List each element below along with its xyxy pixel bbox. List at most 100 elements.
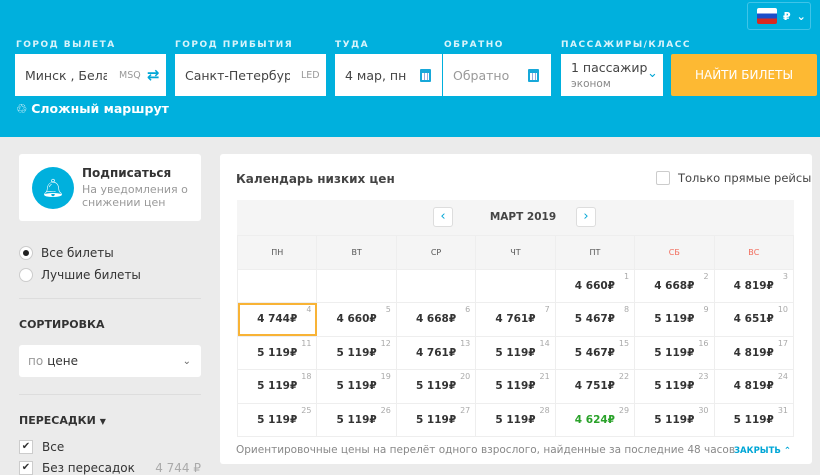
- checkbox-direct[interactable]: ✔ Без пересадок 4 744 ₽: [19, 461, 201, 475]
- search-button[interactable]: НАЙТИ БИЛЕТЫ: [671, 54, 817, 96]
- day-price: 5 119₽: [257, 413, 298, 426]
- day-number: 9: [703, 305, 709, 314]
- calendar-day[interactable]: 4 761₽ 13: [395, 335, 477, 370]
- to-city-value: Санкт-Петербург, Россия: [185, 67, 290, 83]
- day-price: 4 819₽: [733, 346, 774, 359]
- day-number: 31: [777, 405, 788, 415]
- calendar-day[interactable]: 5 119₽ 28: [475, 402, 556, 437]
- calendar-note: Ориентировочные цены на перелёт одного в…: [236, 444, 736, 456]
- transfers-toggle[interactable]: ПЕРЕСАДКИ ▼: [19, 414, 106, 427]
- calendar-day[interactable]: 5 467₽ 8: [554, 302, 636, 337]
- calendar-day[interactable]: 5 119₽ 20: [395, 369, 477, 404]
- day-price: 4 651₽: [733, 313, 774, 326]
- calendar-day[interactable]: 4 651₽ 10: [713, 302, 795, 337]
- search-header: ₽ ⌄ ГОРОД ВЫЛЕТА ГОРОД ПРИБЫТИЯ ТУДА ОБРА…: [0, 0, 820, 137]
- radio-label: Все билеты: [41, 246, 114, 260]
- calendar-day[interactable]: 5 119₽ 23: [634, 369, 715, 404]
- direct-only-checkbox[interactable]: Только прямые рейсы: [656, 171, 811, 185]
- calendar-day[interactable]: 5 119₽ 27: [395, 402, 477, 437]
- from-city-input[interactable]: Минск , Беларусь MSQ ⇄: [15, 54, 166, 96]
- day-price: 4 744₽: [257, 313, 298, 326]
- checkbox[interactable]: [656, 171, 670, 185]
- direct-only-label: Только прямые рейсы: [678, 171, 812, 185]
- calendar-empty-cell: [475, 268, 556, 303]
- from-label: ГОРОД ВЫЛЕТА: [16, 40, 116, 50]
- calendar-day[interactable]: 4 668₽ 6: [395, 302, 477, 337]
- calendar-day[interactable]: 5 119₽ 18: [236, 369, 318, 404]
- calendar-day[interactable]: 4 819₽ 3: [713, 268, 795, 303]
- calendar-day[interactable]: 5 119₽ 16: [634, 335, 715, 370]
- swap-icon[interactable]: ⇄: [147, 66, 160, 84]
- divider: [19, 298, 201, 299]
- day-number: 20: [460, 372, 471, 381]
- calendar-day[interactable]: 4 819₽ 17: [713, 335, 795, 370]
- day-price: 5 119₽: [733, 413, 774, 426]
- prev-month-button[interactable]: ‹: [433, 207, 453, 227]
- calendar-day[interactable]: 5 119₽ 19: [316, 369, 397, 404]
- day-price: 4 819₽: [733, 380, 774, 393]
- calendar-day[interactable]: 5 119₽ 21: [475, 369, 556, 404]
- calendar-day[interactable]: 5 119₽ 12: [316, 335, 397, 370]
- calendar-day[interactable]: 4 751₽ 22: [554, 369, 636, 404]
- pax-label: ПАССАЖИРЫ/КЛАСС: [561, 40, 691, 50]
- calendar-day[interactable]: 5 119₽ 26: [316, 402, 397, 437]
- subscribe-card[interactable]: 🔔︎ Подписаться На уведомления о снижении…: [19, 154, 201, 221]
- day-price: 5 119₽: [415, 413, 457, 426]
- close-calendar-link[interactable]: ЗАКРЫТЬ ⌃: [734, 446, 791, 456]
- day-number: 7: [544, 305, 550, 314]
- passenger-count: 1 пассажир: [571, 60, 648, 75]
- day-number: 28: [539, 405, 550, 415]
- radio-button[interactable]: [19, 268, 33, 282]
- calendar-day[interactable]: 4 761₽ 7: [475, 302, 556, 337]
- depart-date-input[interactable]: 4 мар, пн: [335, 54, 442, 96]
- day-price: 5 119₽: [654, 413, 695, 426]
- calendar-day[interactable]: 4 744₽ 4: [236, 302, 318, 337]
- currency-selector[interactable]: ₽ ⌄: [747, 2, 811, 30]
- calendar-day[interactable]: 5 119₽ 25: [236, 402, 318, 437]
- weekday-header: ЧТ: [475, 235, 556, 270]
- calendar-day[interactable]: 5 119₽ 9: [634, 302, 715, 337]
- calendar-week: 5 119₽ 11 5 119₽ 12 4 761₽ 13 5 119₽ 14 5 467₽ 15…: [236, 335, 795, 370]
- sort-select[interactable]: по цене ⌄: [19, 345, 201, 377]
- from-code: MSQ: [119, 69, 141, 81]
- day-price: 4 668₽: [654, 279, 695, 292]
- checkbox-label: Все: [42, 440, 65, 454]
- day-price: 5 119₽: [257, 346, 298, 359]
- sort-prefix: по: [28, 354, 44, 368]
- day-number: 17: [777, 338, 788, 348]
- calendar-week: 5 119₽ 18 5 119₽ 19 5 119₽ 20 5 119₽ 21 4 751₽ 22…: [236, 369, 795, 404]
- weekday-header: ВТ: [316, 235, 397, 270]
- checkbox[interactable]: ✔: [19, 440, 33, 454]
- complex-route-link[interactable]: ♲ Сложный маршрут: [16, 101, 169, 116]
- calendar-day[interactable]: 4 668₽ 2: [634, 268, 715, 303]
- to-code: LED: [301, 69, 320, 81]
- passengers-select[interactable]: 1 пассажир эконом ⌄: [561, 54, 663, 96]
- day-number: 16: [698, 338, 709, 348]
- checkbox[interactable]: ✔: [19, 461, 33, 475]
- to-city-input[interactable]: Санкт-Петербург, Россия LED: [175, 54, 326, 96]
- checkbox-all[interactable]: ✔ Все: [19, 440, 64, 454]
- radio-button[interactable]: [19, 246, 33, 260]
- russia-flag-icon: [757, 8, 777, 24]
- next-month-button[interactable]: ›: [576, 207, 596, 227]
- radio-all-tickets[interactable]: Все билеты: [19, 246, 114, 260]
- calendar-day[interactable]: 4 624₽ 29: [554, 402, 636, 437]
- calendar-icon[interactable]: [420, 68, 431, 82]
- return-date-input[interactable]: Обратно: [443, 54, 551, 96]
- calendar-day[interactable]: 5 119₽ 31: [713, 402, 795, 437]
- calendar-day[interactable]: 5 467₽ 15: [554, 335, 636, 370]
- to-label: ГОРОД ПРИБЫТИЯ: [175, 40, 294, 50]
- calendar-week: 4 660₽ 1 4 668₽ 2 4 819₽ 3: [236, 268, 795, 303]
- transfers-title: ПЕРЕСАДКИ: [19, 414, 96, 427]
- weekday-header: ПТ: [554, 235, 636, 270]
- day-number: 15: [618, 338, 630, 348]
- radio-best-tickets[interactable]: Лучшие билеты: [19, 268, 141, 282]
- calendar-day[interactable]: 4 660₽ 5: [316, 302, 397, 337]
- calendar-day[interactable]: 4 819₽ 24: [713, 369, 795, 404]
- calendar-icon[interactable]: [528, 68, 539, 82]
- sort-title: СОРТИРОВКА: [19, 318, 105, 331]
- calendar-day[interactable]: 4 660₽ 1: [554, 268, 636, 303]
- calendar-day[interactable]: 5 119₽ 11: [236, 335, 318, 370]
- calendar-day[interactable]: 5 119₽ 30: [634, 402, 715, 437]
- calendar-day[interactable]: 5 119₽ 14: [475, 335, 556, 370]
